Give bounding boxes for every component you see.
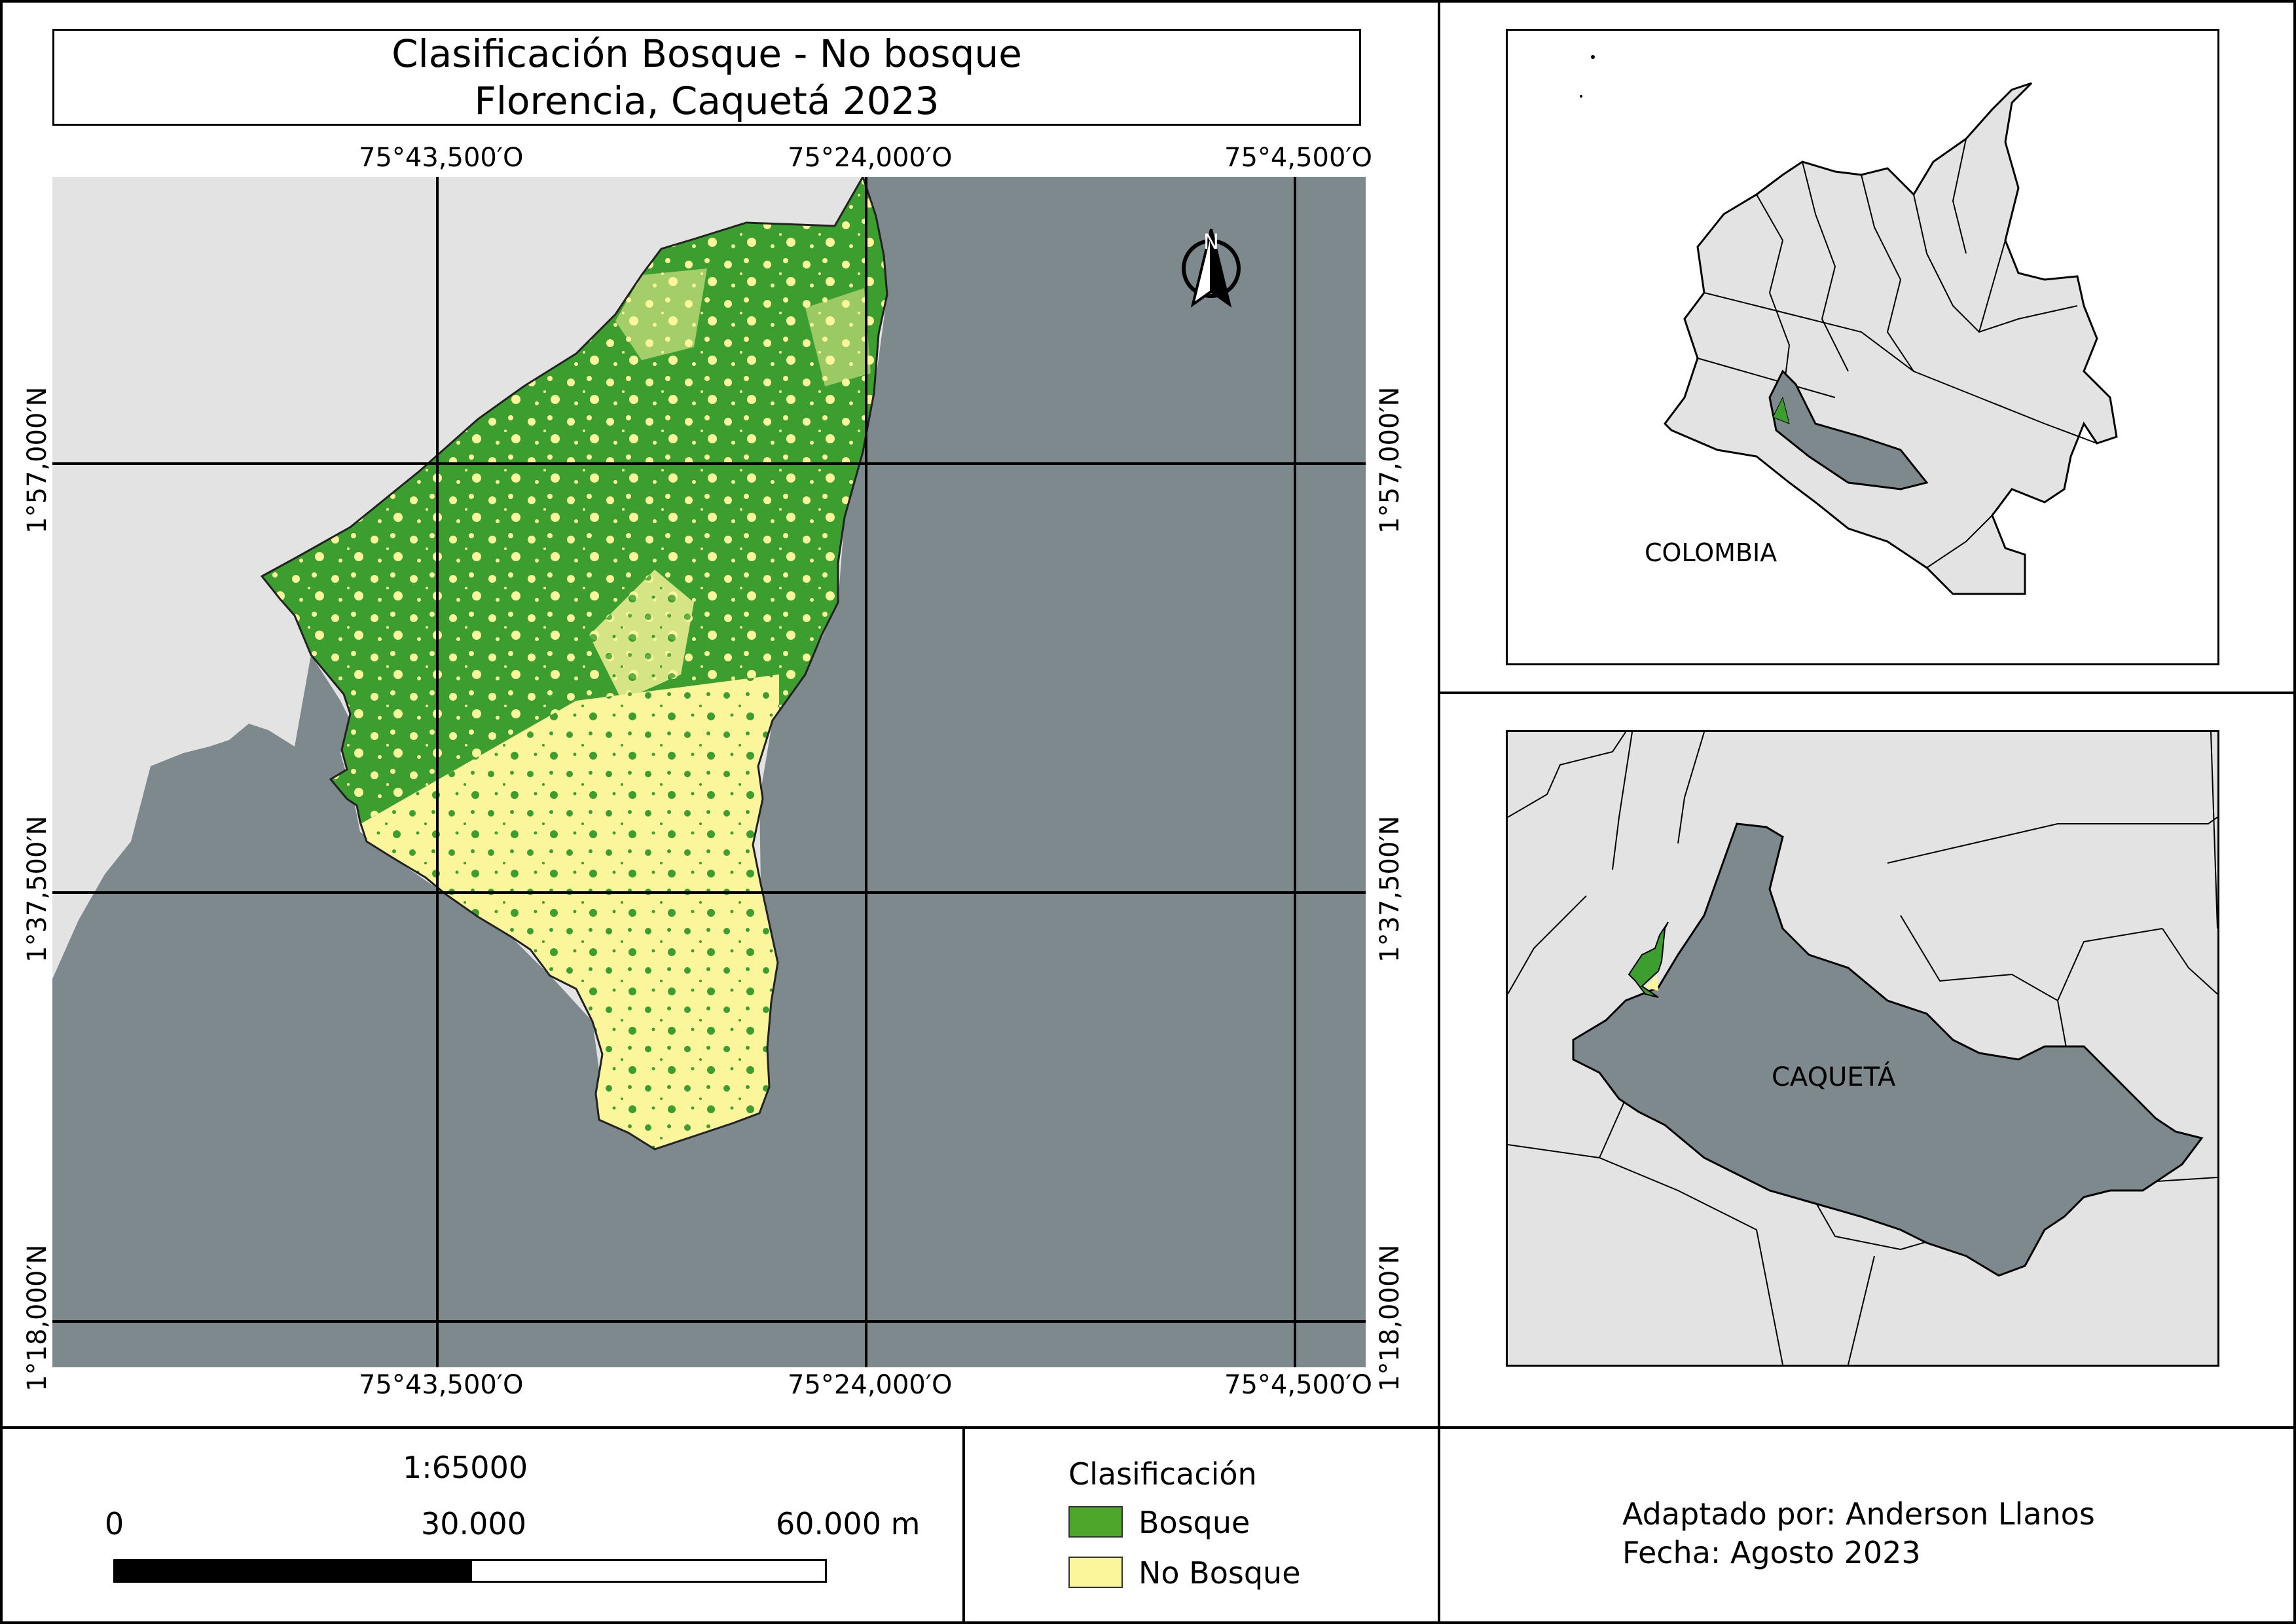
legend-label-no-bosque: No Bosque — [1139, 1555, 1301, 1591]
inset-colombia[interactable] — [1506, 29, 2219, 665]
lat-right-3: 1°18,000′N — [1375, 1244, 1405, 1392]
lon-top-2: 75°24,000′O — [788, 143, 953, 173]
north-arrow-icon — [1182, 229, 1241, 308]
scale-ratio: 1:65000 — [403, 1450, 528, 1485]
inset-caqueta[interactable] — [1506, 730, 2219, 1367]
florencia-inset — [1628, 921, 1669, 998]
lat-left-2: 1°37,500′N — [22, 815, 52, 963]
title-line-1: Clasificación Bosque - No bosque — [392, 31, 1022, 76]
map-title: Clasificación Bosque - No bosque Florenc… — [52, 29, 1361, 126]
divider-bottom — [0, 1426, 2296, 1429]
lat-left-1: 1°57,000′N — [22, 386, 52, 534]
legend-label-bosque: Bosque — [1139, 1505, 1250, 1540]
caqueta-region — [52, 177, 1366, 1367]
colombia-label: COLOMBIA — [1645, 538, 1777, 567]
credit-author: Adaptado por: Anderson Llanos — [1622, 1496, 2095, 1532]
caqueta-label: CAQUETÁ — [1772, 1062, 1896, 1092]
lon-top-1: 75°43,500′O — [359, 143, 524, 173]
title-line-2: Florencia, Caquetá 2023 — [474, 79, 939, 123]
legend-swatch-no-bosque — [1068, 1557, 1123, 1588]
scale-tick-1: 30.000 — [421, 1506, 526, 1541]
divider-scale-legend — [962, 1426, 965, 1624]
lat-right-1: 1°57,000′N — [1375, 386, 1405, 534]
caqueta-map — [1508, 732, 2217, 1365]
caqueta-department — [1572, 822, 2204, 1277]
legend-swatch-bosque — [1068, 1506, 1123, 1538]
lon-bottom-3: 75°4,500′O — [1224, 1370, 1372, 1400]
credit-date: Fecha: Agosto 2023 — [1622, 1535, 1921, 1570]
colombia-outline — [1664, 82, 2118, 595]
north-label: N — [1203, 229, 1219, 254]
legend-title: Clasificación — [1068, 1456, 1257, 1492]
lat-right-2: 1°37,500′N — [1375, 815, 1405, 963]
caqueta-highlight — [1768, 369, 1929, 490]
scale-bar-filled — [115, 1561, 472, 1581]
lon-bottom-2: 75°24,000′O — [788, 1370, 953, 1400]
scale-tick-0: 0 — [105, 1506, 124, 1541]
colombia-map — [1580, 55, 2118, 595]
lat-left-3: 1°18,000′N — [22, 1244, 52, 1392]
lon-top-3: 75°4,500′O — [1224, 143, 1372, 173]
divider-vertical — [1438, 0, 1440, 1624]
scale-tick-2: 60.000 m — [776, 1506, 920, 1541]
lon-bottom-1: 75°43,500′O — [359, 1370, 524, 1400]
divider-insets — [1438, 692, 2296, 694]
scale-bar — [113, 1559, 827, 1583]
main-map[interactable]: N — [52, 177, 1366, 1367]
